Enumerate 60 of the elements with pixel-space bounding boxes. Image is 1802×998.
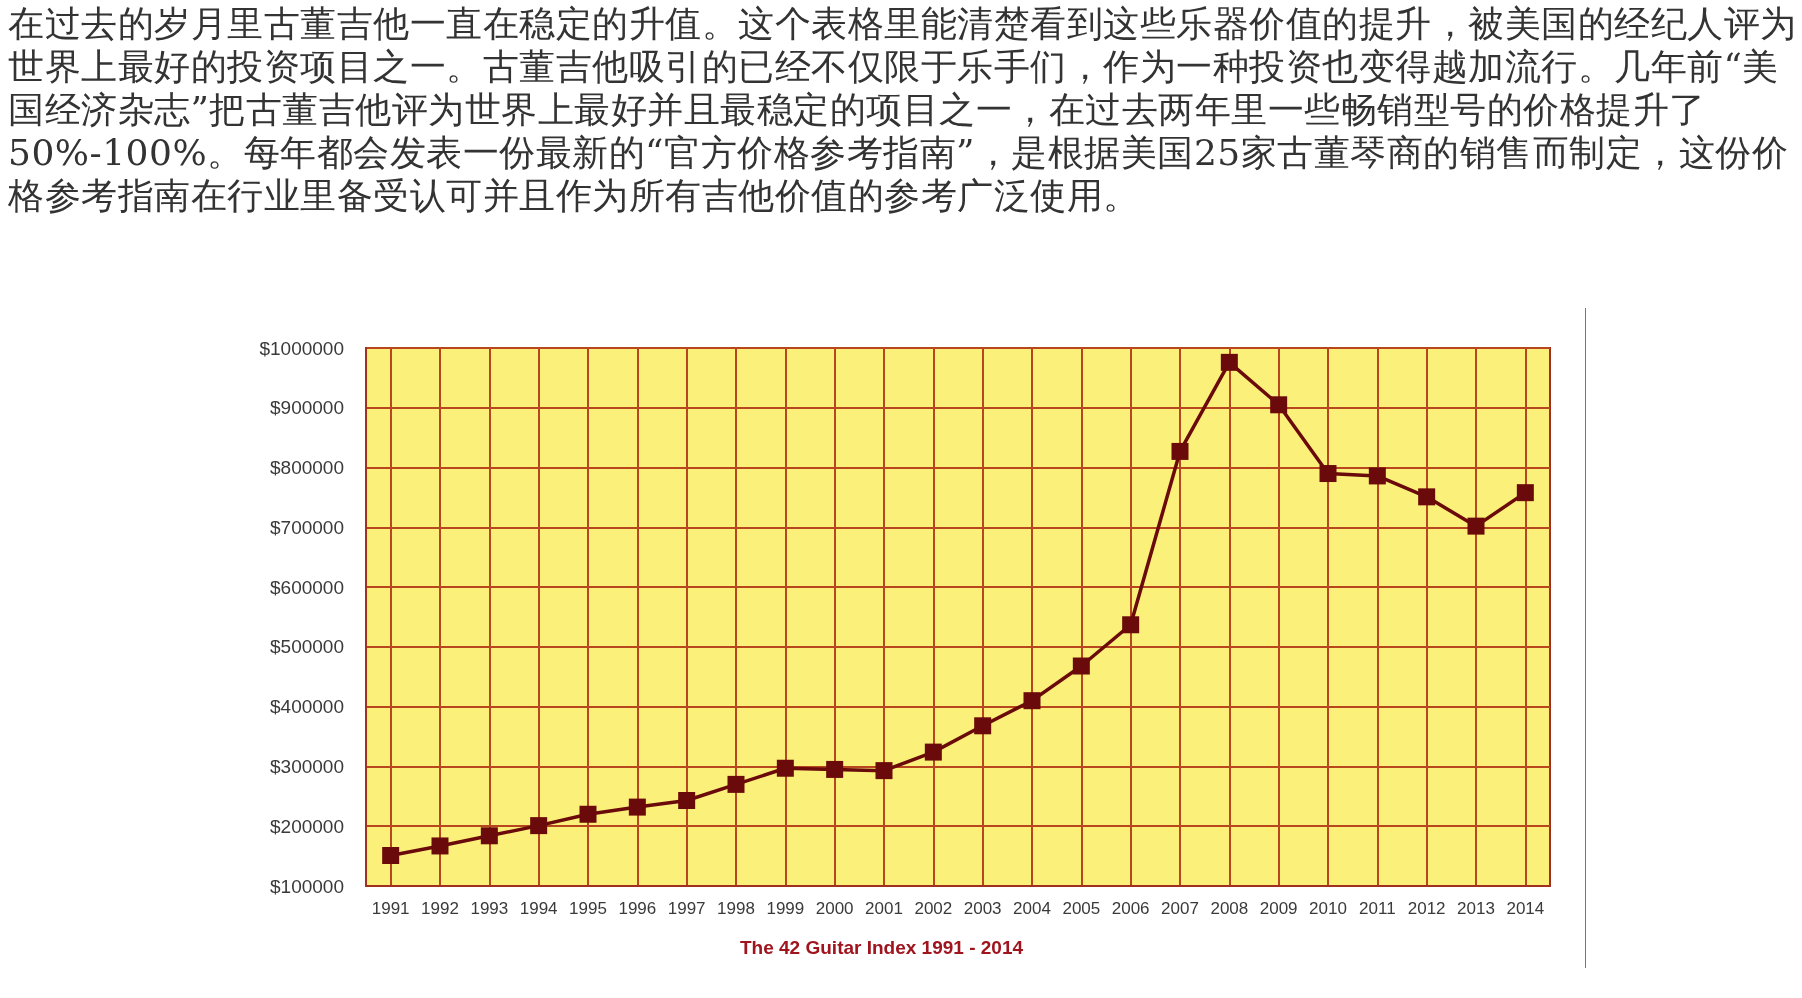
y-tick-label: $800000 bbox=[270, 457, 344, 479]
y-tick-label: $300000 bbox=[270, 755, 344, 777]
point bbox=[727, 775, 745, 793]
point bbox=[1023, 692, 1041, 710]
point bbox=[480, 827, 498, 845]
x-tick-label: 2009 bbox=[1259, 899, 1298, 918]
point bbox=[1516, 484, 1534, 502]
x-tick-label: 2011 bbox=[1359, 899, 1396, 918]
x-tick-label: 2001 bbox=[865, 899, 903, 918]
x-tick-label: 1997 bbox=[667, 899, 706, 918]
point bbox=[924, 743, 942, 761]
x-tick-label: 2013 bbox=[1457, 899, 1495, 918]
x-tick-label: 1993 bbox=[470, 899, 509, 918]
text: 在过去的岁月里古董吉他一直在稳定的升值。这个表格里能清楚看到这些乐器价值的提升，被美国的经纪人评为世界上最好的投资项目之一。古董吉他吸引的已经不仅限于乐手们，作为一种投资也变得越加流行。几年前“美国经济杂志”把古董吉他评为世界上最好并且最稳定的项目之一，在过去两年里一些畅销型号的价格提升了50%-100%。每年都会发表一份最新的“官方价格参考指南”，是根据美国25家古董琴商的销售而制定，这份价格参考指南在行业里备受认可并且作为所有吉他价值的参考广泛使用。 bbox=[8, 2, 1798, 217]
point bbox=[1220, 353, 1238, 371]
point bbox=[1171, 442, 1189, 460]
y-tick-label: $600000 bbox=[270, 576, 344, 598]
x-tick-label: 2004 bbox=[1013, 899, 1051, 918]
x-tick-label: 2008 bbox=[1210, 899, 1249, 918]
point bbox=[1418, 488, 1436, 506]
point bbox=[1467, 517, 1485, 535]
point bbox=[382, 847, 400, 865]
y-tick-label: $900000 bbox=[270, 397, 344, 419]
point bbox=[875, 762, 893, 780]
text: The 42 Guitar Index 1991 - 2014 bbox=[740, 937, 1024, 958]
y-tick-label: $400000 bbox=[270, 696, 344, 718]
point bbox=[826, 760, 844, 778]
point bbox=[776, 759, 794, 777]
point bbox=[1368, 467, 1386, 485]
x-tick-label: 2007 bbox=[1161, 899, 1199, 918]
x-tick-label: 1996 bbox=[618, 899, 657, 918]
point bbox=[1319, 465, 1337, 483]
point bbox=[1122, 616, 1140, 634]
y-tick-label: $200000 bbox=[270, 815, 344, 837]
x-tick-label: 2003 bbox=[963, 899, 1002, 918]
point bbox=[431, 837, 449, 855]
x-tick-label: 2006 bbox=[1111, 899, 1150, 918]
y-tick-label: $500000 bbox=[270, 636, 344, 658]
point bbox=[678, 792, 696, 810]
x-tick-label: 1995 bbox=[569, 899, 607, 918]
x-tick-label: 1992 bbox=[421, 899, 459, 918]
point bbox=[530, 817, 548, 835]
point bbox=[1270, 396, 1288, 414]
y-tick-label: $700000 bbox=[270, 516, 344, 538]
x-tick-label: 2000 bbox=[815, 899, 854, 918]
x-tick-label: 1994 bbox=[519, 899, 558, 918]
x-tick-label: 1998 bbox=[717, 899, 755, 918]
point bbox=[628, 798, 646, 816]
x-tick-label: 2012 bbox=[1407, 899, 1446, 918]
x-tick-label: 1991 bbox=[371, 899, 410, 918]
point bbox=[579, 805, 597, 823]
x-tick-label: 2005 bbox=[1062, 899, 1101, 918]
point bbox=[974, 717, 992, 735]
x-tick-label: 1999 bbox=[766, 899, 805, 918]
x-tick-label: 2014 bbox=[1506, 899, 1545, 918]
x-tick-label: 2010 bbox=[1309, 899, 1347, 918]
point bbox=[1072, 657, 1090, 675]
x-tick-label: 2002 bbox=[914, 899, 953, 918]
y-tick-label: $1000000 bbox=[259, 337, 344, 359]
y-tick-label: $100000 bbox=[270, 875, 344, 897]
